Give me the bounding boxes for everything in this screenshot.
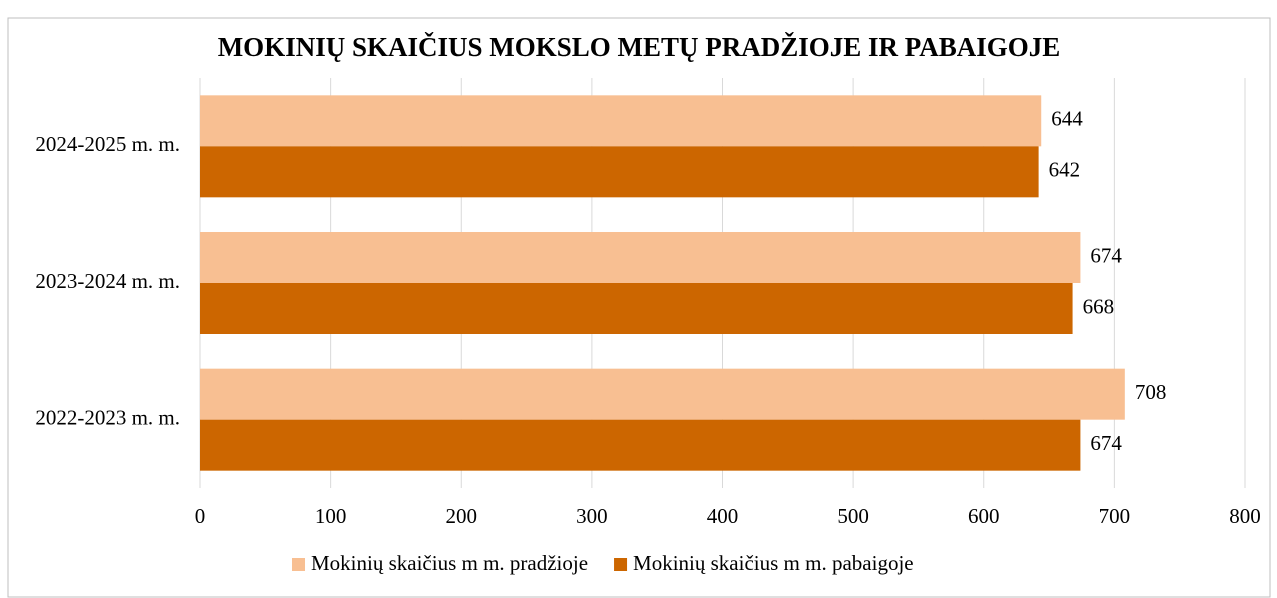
data-label: 674: [1090, 243, 1122, 267]
data-label: 708: [1135, 380, 1167, 404]
x-tick-label: 0: [195, 504, 206, 528]
bar: [200, 95, 1042, 147]
y-tick-label: 2022-2023 m. m.: [35, 405, 180, 429]
bar: [200, 283, 1073, 334]
legend-swatch: [292, 558, 305, 571]
x-tick-label: 300: [576, 504, 608, 528]
data-label: 674: [1090, 431, 1122, 455]
data-label: 668: [1083, 294, 1115, 318]
y-tick-label: 2023-2024 m. m.: [35, 269, 180, 293]
x-tick-label: 800: [1229, 504, 1261, 528]
x-tick-label: 500: [837, 504, 869, 528]
y-tick-label: 2024-2025 m. m.: [35, 132, 180, 156]
legend-swatch: [614, 558, 628, 571]
chart-title: MOKINIŲ SKAIČIUS MOKSLO METŲ PRADŽIOJE I…: [218, 32, 1061, 62]
data-label: 644: [1051, 107, 1083, 131]
data-label: 642: [1049, 158, 1081, 182]
legend-label: Mokinių skaičius m m. pabaigoje: [633, 551, 914, 575]
bar: [200, 232, 1081, 283]
x-tick-label: 700: [1099, 504, 1131, 528]
bar: [200, 419, 1081, 471]
x-tick-label: 200: [446, 504, 478, 528]
x-tick-label: 100: [315, 504, 347, 528]
bar: [200, 368, 1125, 420]
bar: [200, 146, 1039, 198]
legend-label: Mokinių skaičius m m. pradžioje: [311, 551, 588, 575]
x-tick-label: 400: [707, 504, 739, 528]
x-tick-label: 600: [968, 504, 1000, 528]
